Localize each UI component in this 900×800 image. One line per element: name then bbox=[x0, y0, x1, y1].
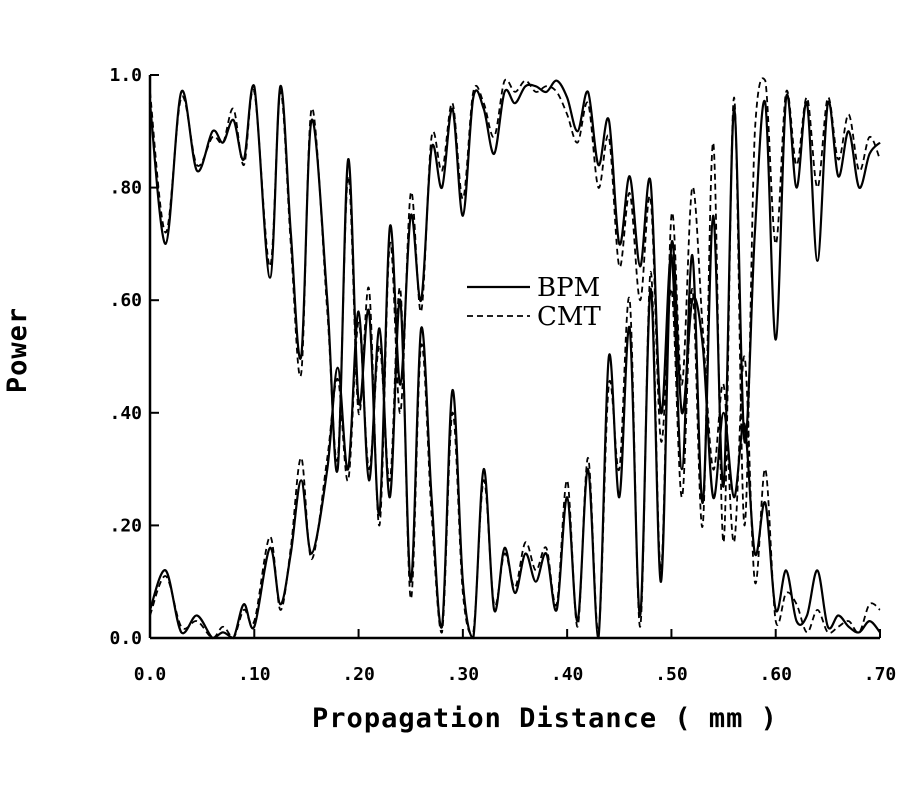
y-tick-label: .80 bbox=[109, 178, 142, 199]
y-tick-label: .40 bbox=[109, 403, 142, 424]
x-tick-label: .60 bbox=[759, 664, 792, 685]
x-tick-label: .70 bbox=[864, 664, 897, 685]
legend-label-bpm: BPM bbox=[537, 273, 600, 303]
legend-label-cmt: CMT bbox=[537, 302, 602, 332]
legend: BPM CMT bbox=[467, 273, 602, 332]
y-axis-title: Power bbox=[2, 307, 33, 393]
x-tick-label: 0.0 bbox=[134, 664, 167, 685]
y-tick-label: .60 bbox=[109, 290, 142, 311]
cmt-series-line-upper bbox=[149, 77, 881, 544]
series-layer bbox=[148, 77, 881, 640]
y-ticks: 0.0 .20 .40 .60 .80 1.0 bbox=[109, 65, 159, 649]
y-tick-label: .20 bbox=[109, 515, 142, 536]
x-axis-title: Propagation Distance ( mm ) bbox=[312, 703, 778, 734]
x-tick-label: .30 bbox=[447, 664, 480, 685]
x-ticks: 0.0 .10 .20 .30 .40 .50 .60 .70 bbox=[134, 629, 897, 685]
axes-layer bbox=[148, 75, 880, 640]
x-tick-label: .20 bbox=[342, 664, 375, 685]
x-tick-label: .40 bbox=[551, 664, 584, 685]
bpm-series-line-lower bbox=[148, 239, 881, 640]
x-tick-label: .10 bbox=[238, 664, 271, 685]
y-tick-label: 0.0 bbox=[109, 628, 142, 649]
y-tick-label: 1.0 bbox=[109, 65, 142, 86]
cmt-series-line-lower bbox=[149, 186, 881, 639]
bpm-series-line-upper bbox=[148, 79, 881, 516]
x-tick-label: .50 bbox=[655, 664, 688, 685]
